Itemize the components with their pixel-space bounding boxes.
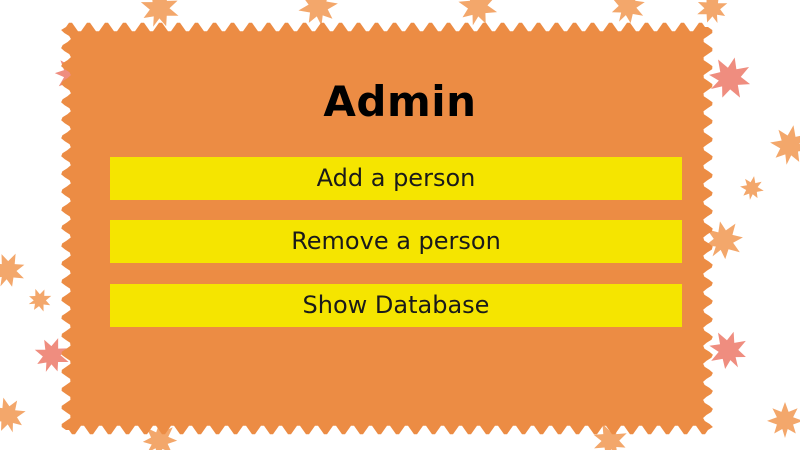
page-title: Admin [323, 77, 477, 126]
remove-person-button[interactable]: Remove a person [110, 220, 682, 263]
add-person-button[interactable]: Add a person [110, 157, 682, 200]
show-database-button[interactable]: Show Database [110, 284, 682, 327]
